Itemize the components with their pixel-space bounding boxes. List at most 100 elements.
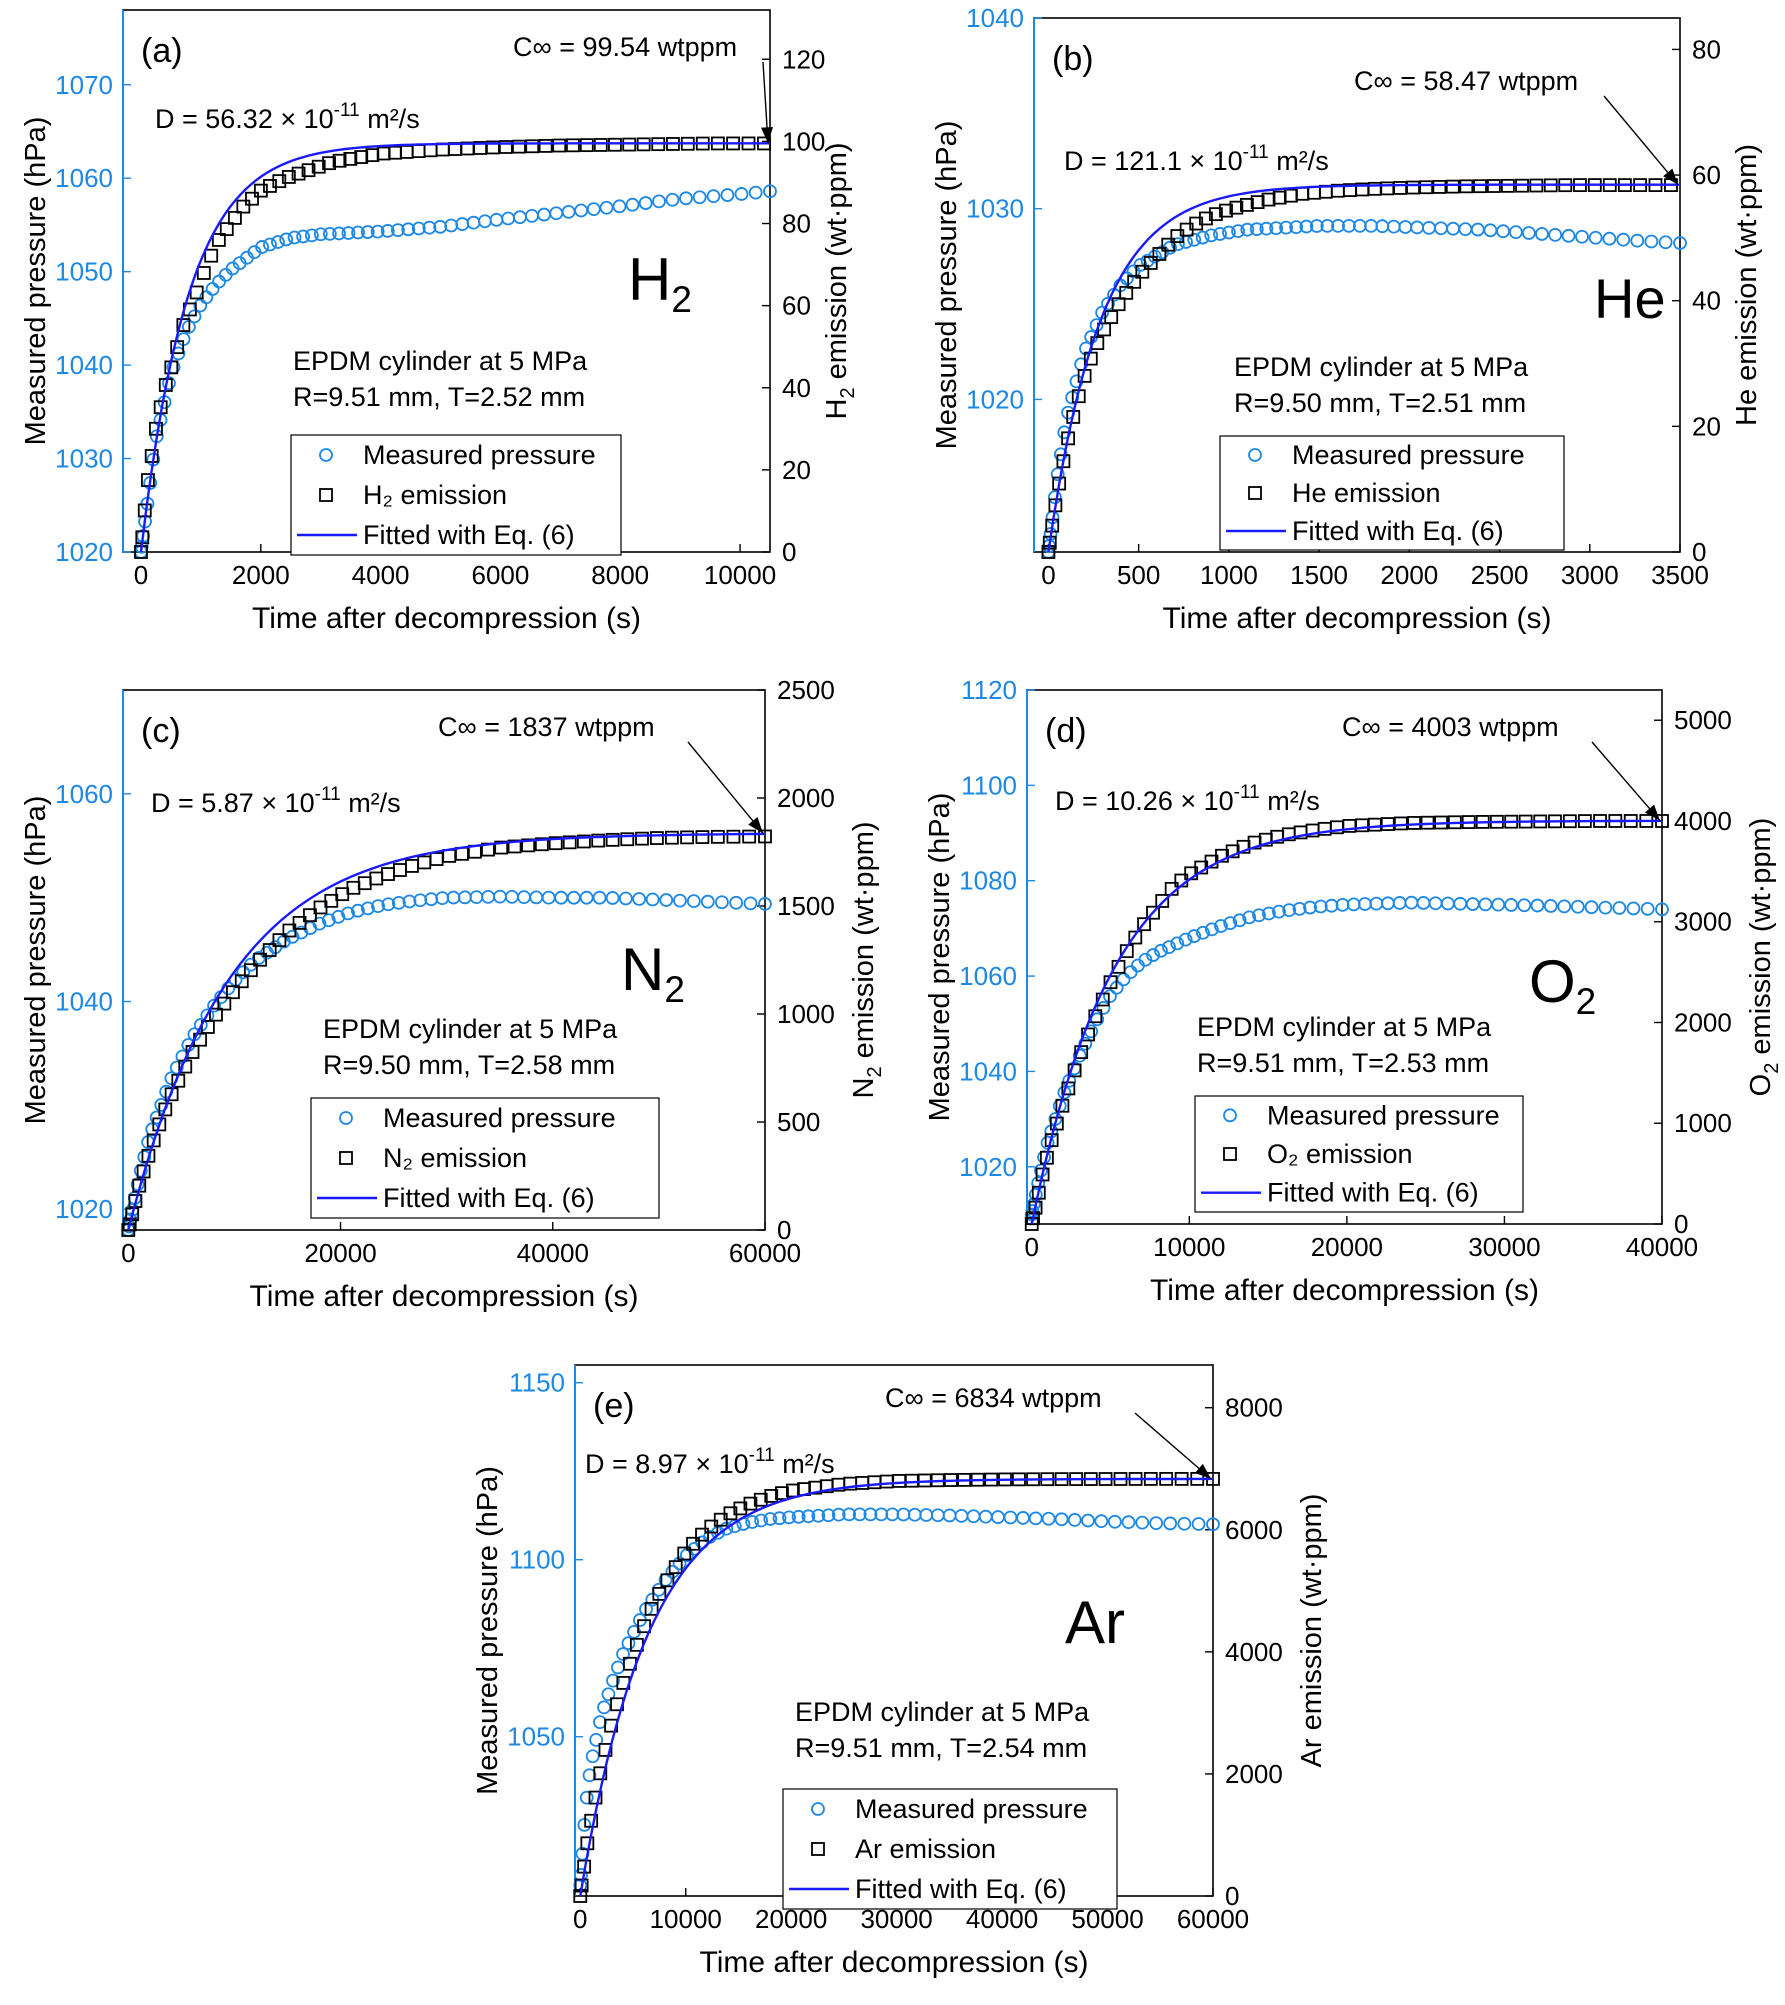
emission-point: [399, 145, 414, 159]
pressure-point: [1598, 900, 1613, 915]
pressure-point: [734, 187, 749, 201]
pressure-point: [599, 200, 614, 215]
pressure-point: [1204, 922, 1219, 937]
emission-point: [494, 840, 509, 855]
pressure-point: [1588, 230, 1603, 245]
pressure-point: [554, 890, 569, 905]
emission-point: [411, 144, 426, 159]
y-right-tick-label: 20: [782, 455, 811, 485]
emission-point: [507, 839, 522, 854]
emission-point: [263, 179, 277, 193]
y-left-axis-label: Measured pressure (hPa): [472, 1466, 504, 1795]
legend-entry: Measured pressure: [363, 440, 596, 470]
emission-point: [236, 199, 251, 214]
pressure-point: [601, 1687, 616, 1702]
emission-point: [152, 1117, 167, 1132]
emission-point: [455, 846, 469, 861]
emission-point: [867, 1475, 882, 1490]
emission-point: [272, 933, 287, 948]
pressure-point: [593, 1715, 607, 1729]
pressure-point: [1478, 897, 1493, 912]
emission-point: [301, 163, 316, 178]
pressure-point: [665, 1564, 680, 1579]
pressure-point: [1123, 965, 1138, 980]
emission-point: [429, 852, 444, 866]
emission-point: [209, 1007, 223, 1022]
legend-marker-emission: [339, 1151, 353, 1165]
emission-point: [158, 1102, 173, 1117]
pressure-point: [458, 890, 472, 905]
pressure-point: [466, 215, 481, 230]
emission-point: [1083, 351, 1098, 366]
fit-line: [579, 1477, 1213, 1897]
emission-point: [1445, 179, 1460, 194]
pressure-point: [1041, 1511, 1056, 1526]
emission-point: [1486, 179, 1501, 193]
pressure-point: [402, 894, 417, 909]
legend-marker-emission: [1248, 486, 1262, 500]
pressure-point: [1398, 220, 1413, 234]
panel-label: (c): [141, 712, 181, 750]
pressure-point: [638, 196, 653, 210]
pressure-point: [212, 274, 226, 289]
pressure-point: [1191, 1517, 1206, 1531]
pressure-point: [748, 185, 763, 200]
arrow-line: [1134, 1412, 1212, 1480]
pressure-point: [863, 1507, 878, 1522]
x-axis-label: Time after decompression (s): [252, 602, 641, 635]
emission-point: [649, 831, 664, 845]
emission-point: [1161, 237, 1176, 252]
pressure-point: [1149, 1516, 1164, 1530]
y-right-tick-label: 3000: [1674, 907, 1732, 937]
emission-point: [376, 146, 391, 161]
y-left-axis-label: Measured pressure (hPa): [924, 793, 956, 1122]
pressure-point: [618, 891, 633, 906]
arrow-head: [1644, 804, 1660, 821]
pressure-point: [763, 1512, 778, 1526]
emission-point: [665, 830, 679, 845]
pressure-point: [279, 232, 294, 247]
emission-point: [388, 145, 403, 160]
pressure-point: [525, 208, 539, 223]
pressure-point: [729, 895, 744, 910]
emission-point: [146, 1133, 161, 1148]
pressure-point: [478, 214, 492, 229]
y-right-tick-label: 60: [1692, 160, 1721, 190]
emission-point: [1459, 179, 1474, 194]
pressure-point: [1195, 230, 1210, 245]
c-inf-annotation: C∞ = 4003 wtppm: [1342, 712, 1559, 742]
pressure-point: [370, 224, 385, 239]
info-line-2: R=9.50 mm, T=2.51 mm: [1234, 388, 1526, 418]
pressure-point: [1138, 952, 1153, 967]
pressure-point: [1048, 490, 1062, 505]
pressure-point: [1107, 1514, 1122, 1529]
pressure-point: [1204, 228, 1219, 243]
pressure-point: [360, 225, 375, 239]
emission-point: [217, 996, 232, 1011]
legend-entry: N₂ emission: [383, 1143, 527, 1173]
pressure-point: [287, 230, 302, 245]
y-right-tick-label: 20: [1692, 411, 1721, 441]
y-left-axis-label: Measured pressure (hPa): [20, 117, 52, 446]
pressure-point: [1240, 222, 1255, 237]
emission-point: [125, 1207, 140, 1222]
legend-entry: O₂ emission: [1267, 1139, 1413, 1169]
y-right-tick-label: 0: [782, 537, 796, 567]
emission-point: [346, 880, 361, 895]
pressure-point: [1279, 220, 1293, 235]
emission-point: [1189, 216, 1204, 231]
panel-label: (a): [141, 32, 183, 70]
y-left-tick-label: 1080: [959, 866, 1017, 896]
pressure-point: [1094, 1514, 1109, 1529]
legend-marker-emission: [811, 1842, 825, 1856]
y-right-tick-label: 40: [782, 373, 811, 403]
gas-label: O2: [1529, 948, 1596, 1022]
emission-point: [695, 1527, 709, 1542]
x-axis-label: Time after decompression (s): [1162, 602, 1551, 635]
pressure-point: [1187, 929, 1202, 943]
pressure-point: [1602, 231, 1617, 246]
pressure-point: [1508, 225, 1523, 240]
emission-point: [245, 191, 259, 206]
emission-point: [189, 285, 204, 300]
